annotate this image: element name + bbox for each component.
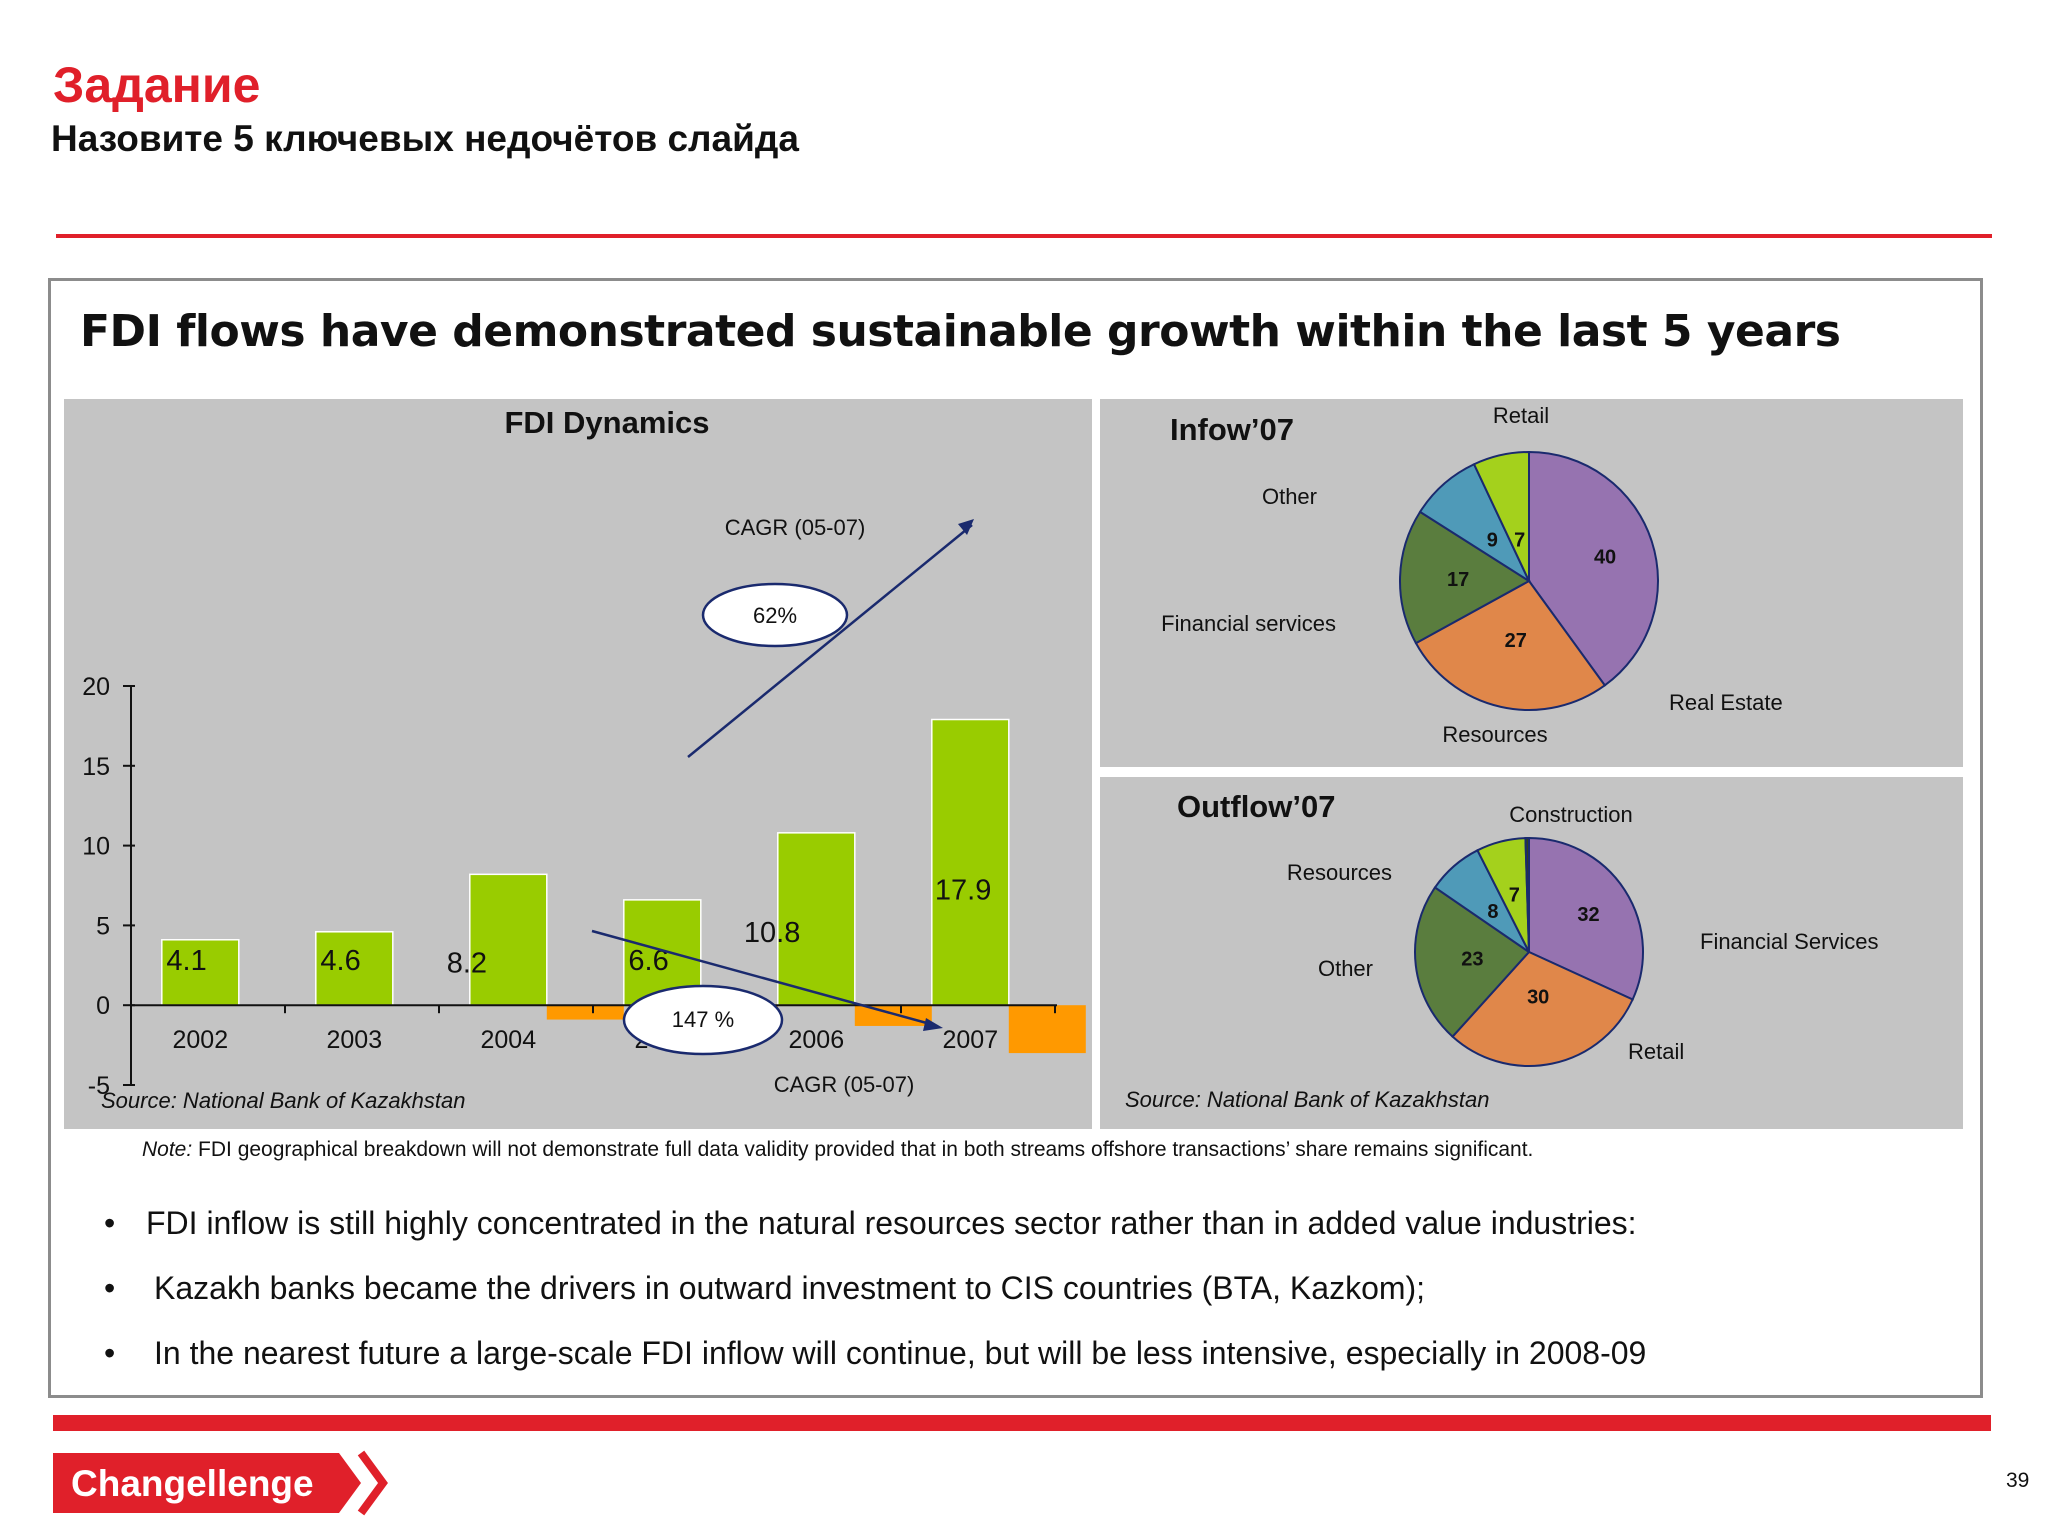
inflow-bar — [469, 873, 548, 1006]
inflow-slice — [1399, 510, 1531, 645]
inflow-bar — [931, 718, 1010, 1006]
outflow-slice-value: 30 — [1527, 987, 1549, 1009]
y-tick-label: -5 — [88, 1072, 110, 1100]
inflow-slice — [1472, 450, 1530, 582]
bar-value-label: 4.1 — [166, 945, 206, 977]
inflow-label-financial: Financial services — [1161, 611, 1336, 636]
outflow-slice — [1528, 836, 1644, 1001]
task-title: Задание — [53, 57, 261, 113]
slide-title: FDI flows have demonstrated sustainable … — [80, 306, 1841, 357]
bullet-item: • Kazakh banks became the drivers in outw… — [104, 1270, 1426, 1306]
outflow-label-resources: Resources — [1287, 860, 1392, 885]
outflow-slice-value: 32 — [1577, 904, 1599, 926]
bar-value-label: 10.8 — [744, 917, 800, 949]
bullet-text: FDI inflow is still highly concentrated … — [146, 1205, 1637, 1241]
changellenge-logo: Changellenge — [53, 1450, 388, 1516]
outflow-bar — [854, 1005, 932, 1026]
cagr-up-arrowhead — [958, 519, 974, 535]
inflow-label-other: Other — [1262, 484, 1317, 509]
logo-chevron-icon — [357, 1450, 388, 1516]
outflow-label-financial: Financial Services — [1700, 929, 1879, 954]
inflow-slice-value: 17 — [1447, 569, 1469, 591]
bullet-text: In the nearest future a large-scale FDI … — [154, 1335, 1647, 1371]
inflow-slice — [1414, 579, 1607, 711]
inflow-pie-panel: 40 27 17 9 7 Infow’07 Retail Other Financial… — [1100, 399, 1963, 767]
x-tick-label: 2002 — [172, 1026, 228, 1054]
y-tick-label: 5 — [96, 912, 110, 940]
inflow-title: Infow’07 — [1170, 412, 1294, 447]
cagr-bottom-label: CAGR (05-07) — [774, 1072, 915, 1097]
note-prefix: Note: — [142, 1138, 193, 1161]
logo-text: Changellenge — [71, 1463, 314, 1504]
bar-value-label: 4.6 — [320, 945, 360, 977]
y-tick-label: 20 — [82, 673, 110, 701]
outflow-title: Outflow’07 — [1177, 789, 1335, 824]
cagr-up-arrow — [687, 524, 973, 758]
chart-title: FDI Dynamics — [504, 405, 709, 440]
bar-value-label: 8.2 — [447, 947, 487, 979]
y-tick-label: 15 — [82, 753, 110, 781]
cagr-top-value: 62% — [753, 603, 797, 628]
outflow-label-retail: Retail — [1628, 1039, 1684, 1064]
outflow-slice — [1524, 836, 1530, 953]
y-tick-label: 0 — [96, 992, 110, 1020]
inflow-label-real-estate: Real Estate — [1669, 690, 1783, 715]
outflow-slice — [1451, 950, 1634, 1067]
outflow-source: Source: National Bank of Kazakhstan — [1125, 1087, 1489, 1112]
x-tick-label: 2007 — [942, 1026, 998, 1054]
inflow-slice-value: 9 — [1487, 529, 1498, 551]
top-divider — [56, 234, 1992, 238]
inflow-label-retail: Retail — [1493, 403, 1549, 428]
cagr-top-label: CAGR (05-07) — [725, 515, 866, 540]
logo-badge — [53, 1453, 361, 1513]
x-tick-label: 2003 — [326, 1026, 382, 1054]
task-subtitle: Назовите 5 ключевых недочётов слайда — [51, 118, 799, 159]
y-tick-label: 10 — [82, 833, 110, 861]
outflow-pie-panel: 32 30 23 87 Outflow’07 Construction Resourc… — [1100, 777, 1963, 1129]
outflow-slice-value: 7 — [1509, 885, 1520, 907]
bullet-item: • In the nearest future a large-scale FDI… — [104, 1335, 1647, 1371]
inflow-slice-value: 7 — [1514, 529, 1525, 551]
bullet-item: • FDI inflow is still highly concentrated… — [104, 1205, 1637, 1241]
cagr-down-arrow — [591, 929, 935, 1027]
note-text: FDI geographical breakdown will not demo… — [192, 1138, 1534, 1161]
inflow-slice-value: 27 — [1505, 630, 1527, 652]
x-tick-label: 2006 — [788, 1026, 844, 1054]
outflow-slice-value: 8 — [1487, 901, 1498, 923]
x-tick-label: 2004 — [480, 1026, 536, 1054]
cagr-down-arrowhead — [923, 1018, 943, 1031]
inflow-slice-value: 40 — [1594, 546, 1616, 568]
cagr-top-bubble — [701, 582, 849, 648]
bar-value-label: 17.9 — [935, 875, 991, 907]
outflow-label-other: Other — [1318, 956, 1373, 981]
outflow-bar — [546, 1005, 624, 1020]
slide-note: Note: FDI geographical breakdown will no… — [142, 1138, 1533, 1162]
chart-source: Source: National Bank of Kazakhstan — [101, 1088, 465, 1113]
outflow-slice — [1414, 886, 1531, 1039]
cagr-bottom-value: 147 % — [672, 1007, 734, 1032]
page-number: 39 — [2006, 1469, 2030, 1492]
inflow-label-resources: Resources — [1442, 722, 1547, 747]
outflow-label-construction: Construction — [1509, 802, 1633, 827]
bottom-divider — [53, 1415, 1991, 1431]
outflow-bar — [1008, 1005, 1086, 1054]
cagr-bottom-bubble — [622, 984, 784, 1056]
fdi-dynamics-chart: 20151050-52002200320042005200620074.14.6… — [64, 399, 1092, 1129]
inflow-slice — [1528, 450, 1659, 687]
bullet-text: Kazakh banks became the drivers in outwa… — [154, 1270, 1426, 1306]
outflow-slice-value: 23 — [1461, 949, 1483, 971]
